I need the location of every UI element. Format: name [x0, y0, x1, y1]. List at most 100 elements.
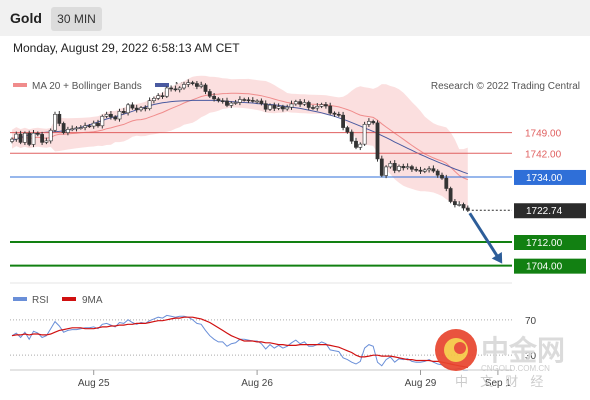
candle-body [323, 104, 328, 107]
candle-body [362, 124, 367, 145]
candle-body [311, 107, 315, 109]
candle-body [238, 99, 242, 103]
rsi-legend-swatch [13, 297, 27, 301]
rsi-ma-legend-swatch [62, 297, 76, 301]
price-levels: 1749.00 1742.00 1734.00 1722.74 1712.00 1704.… [10, 129, 586, 274]
candle-body [302, 102, 307, 105]
candle-body [173, 88, 178, 91]
candle-body [96, 122, 100, 127]
pivot-label: 1734.00 [526, 173, 563, 184]
candle-body [164, 87, 169, 97]
price-chart: MA 20 + Bollinger Bands MA 50 Research ©… [10, 75, 586, 390]
candle-body [358, 143, 363, 148]
candle-body [263, 103, 268, 110]
candle-body [35, 132, 40, 135]
header-bar: Gold 30 MIN [0, 0, 590, 36]
candle-body [109, 113, 113, 118]
candle-body [177, 87, 182, 91]
candle-body [345, 127, 350, 133]
candle-body [44, 140, 49, 143]
bollinger-band [12, 75, 468, 212]
candle-body [255, 100, 260, 103]
candle-body [199, 84, 204, 87]
cngold-watermark: 中金网 CNGOLD.COM.CN 中 文 财 经 [435, 329, 565, 390]
candle-body [397, 166, 401, 171]
candle-body [53, 113, 57, 131]
ma50-legend-swatch [155, 83, 169, 87]
cngold-logo-core-icon [454, 342, 466, 354]
resistance-label: 1742.00 [525, 149, 562, 160]
rsi-level-label: 30 [525, 351, 537, 362]
candle-body [336, 113, 341, 116]
ma20-legend-label: MA 20 + Bollinger Bands [32, 81, 142, 92]
candle-body [104, 113, 109, 117]
candle-body [431, 168, 436, 172]
candle-body [220, 100, 225, 102]
candle-body [87, 125, 92, 128]
candle-body [242, 99, 247, 101]
candle-body [216, 98, 221, 101]
x-tick-label: Sep 1 [485, 378, 512, 389]
candle-body [212, 95, 217, 100]
candle-body [169, 87, 174, 90]
chart-datetime: Monday, August 29, 2022 6:58:13 AM CET [13, 41, 240, 55]
candle-body [126, 104, 131, 114]
x-tick-label: Aug 29 [405, 378, 437, 389]
candle-body [371, 121, 376, 124]
x-tick-label: Aug 25 [78, 378, 110, 389]
candle-body [280, 106, 285, 110]
candle-body [40, 134, 45, 143]
candle-body [48, 129, 53, 142]
rsi-legend-label: RSI [32, 295, 49, 306]
candle-body [349, 131, 354, 142]
candle-body [121, 111, 126, 114]
support-label: 1704.00 [526, 262, 563, 273]
candle-body [91, 122, 96, 127]
candle-body [139, 107, 143, 111]
candle-body [272, 104, 277, 109]
candle-body [57, 113, 62, 124]
candle-body [78, 127, 83, 129]
candle-body [293, 101, 298, 105]
candle-body [289, 103, 294, 108]
candle-body [83, 125, 88, 128]
candle-body [156, 95, 161, 99]
candle-body [354, 140, 358, 148]
rsi-panel: 70 30 [10, 314, 537, 371]
candle-body [152, 98, 156, 101]
candle-body [31, 132, 36, 145]
candle-body [18, 133, 23, 143]
candle-body [319, 104, 324, 107]
candle-body [405, 166, 410, 169]
candle-body [409, 166, 414, 170]
candle-body [452, 201, 457, 206]
chart-panel: MA 20 + Bollinger Bands MA 50 Research ©… [0, 66, 590, 400]
x-tick-label: Aug 26 [241, 378, 273, 389]
candle-body [276, 106, 281, 109]
candle-body [233, 102, 238, 104]
candle-body [444, 177, 449, 189]
candle-body [134, 107, 139, 111]
period-badge[interactable]: 30 MIN [51, 7, 102, 31]
rsi-level-label: 70 [525, 316, 537, 327]
candle-body [422, 169, 427, 172]
candle-body [229, 102, 234, 106]
candle-body [259, 100, 264, 104]
bollinger-band-area [12, 75, 468, 212]
candle-body [250, 100, 255, 102]
rsi-ma-legend-label: 9MA [82, 295, 103, 306]
support-tag [514, 258, 586, 274]
candlesticks [10, 79, 470, 213]
candle-body [70, 128, 75, 131]
candle-body [147, 100, 152, 109]
candle-body [203, 84, 208, 92]
candle-body [414, 168, 419, 171]
candle-body [160, 95, 165, 97]
candle-body [435, 170, 440, 176]
current-price-tag [514, 203, 586, 219]
candle-body [207, 91, 212, 97]
candle-body [328, 105, 333, 114]
candle-body [427, 168, 432, 171]
candle-body [457, 204, 462, 206]
candle-body [246, 99, 251, 102]
